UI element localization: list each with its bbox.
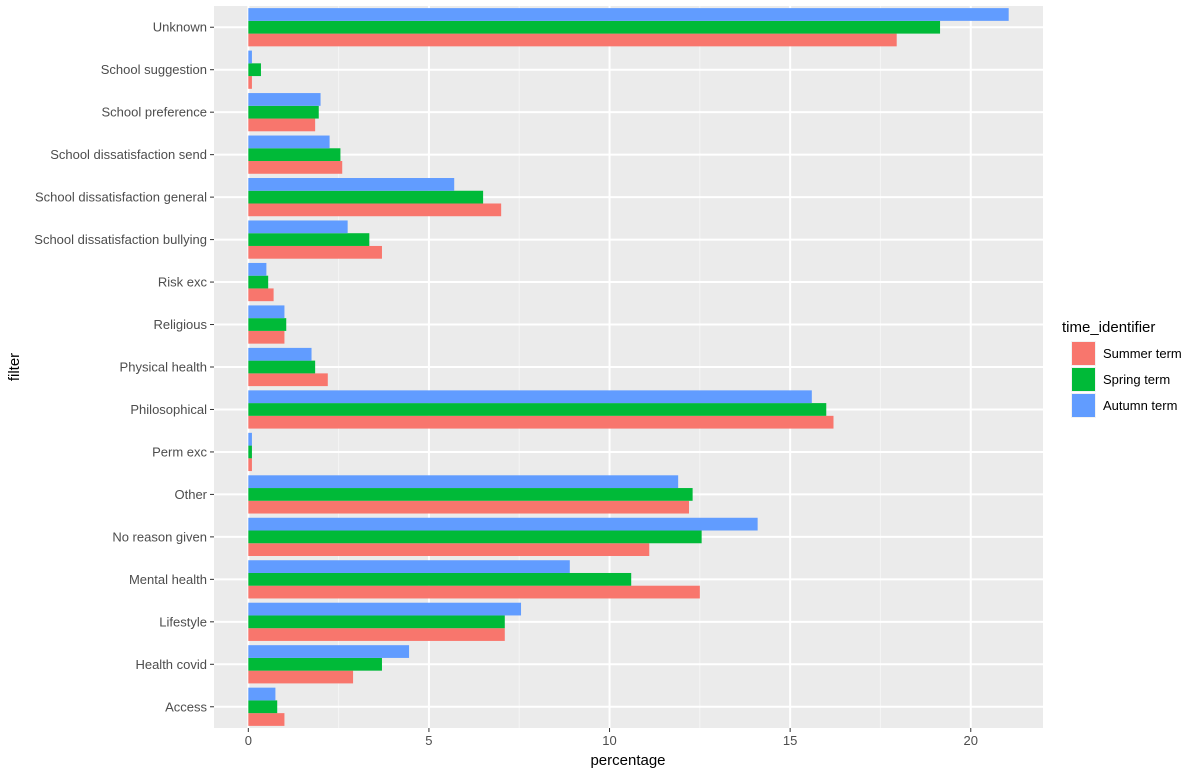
bar [248, 20, 941, 34]
y-axis: Access Health covid Lifestyle Mental health… [34, 20, 214, 714]
bar [248, 178, 455, 191]
y-tick-label: School dissatisfaction bullying [34, 232, 207, 247]
legend-label: Autumn term [1103, 398, 1177, 413]
y-tick-label: Religious [154, 317, 208, 332]
legend-swatch [1072, 394, 1095, 417]
bar [248, 560, 570, 573]
x-tick-label: 0 [245, 733, 252, 748]
bar [248, 305, 285, 319]
bar [248, 657, 382, 671]
bar [248, 390, 812, 404]
bars [248, 8, 1009, 726]
bar [248, 347, 312, 361]
bar [248, 687, 276, 701]
legend-label: Summer term [1103, 346, 1182, 361]
bar [248, 373, 328, 387]
y-tick-label: Philosophical [130, 402, 207, 417]
bar [248, 645, 410, 658]
bar [248, 76, 252, 89]
bar [248, 572, 632, 586]
bar [248, 262, 267, 276]
x-axis-title: percentage [590, 752, 665, 769]
bar [248, 318, 287, 331]
legend-swatch [1072, 368, 1095, 391]
bar [248, 628, 505, 641]
y-tick-label: Mental health [129, 572, 207, 587]
bar [248, 615, 505, 629]
bar [248, 700, 278, 714]
y-tick-label: School preference [101, 105, 207, 120]
bar [248, 517, 758, 531]
y-tick-label: Lifestyle [159, 614, 207, 629]
bar [248, 670, 354, 684]
bar [248, 330, 285, 344]
y-tick-label: Risk exc [158, 275, 208, 290]
x-tick-label: 10 [602, 733, 616, 748]
bar [248, 275, 269, 289]
legend: time_identifier Summer term Spring term Au… [1062, 319, 1182, 418]
y-tick-label: Other [174, 487, 207, 502]
bar [248, 475, 679, 489]
y-tick-label: Health covid [135, 657, 207, 672]
bar [248, 488, 693, 501]
x-axis: 0 5 10 15 20 [245, 728, 978, 748]
bar [248, 713, 285, 726]
y-tick-label: School dissatisfaction general [35, 190, 207, 205]
legend-label: Spring term [1103, 372, 1170, 387]
bar [248, 118, 316, 132]
y-tick-label: Access [165, 699, 207, 714]
bar [248, 245, 382, 259]
bar [248, 135, 330, 149]
bar [248, 203, 502, 217]
x-tick-label: 15 [783, 733, 797, 748]
bar [248, 148, 341, 162]
bar [248, 33, 897, 47]
y-tick-label: School dissatisfaction send [50, 147, 207, 162]
bar [248, 220, 348, 234]
bar [248, 360, 316, 374]
y-axis-title: filter [6, 353, 23, 381]
bar [248, 233, 370, 246]
bar [248, 93, 321, 106]
bar [248, 288, 274, 302]
bar [248, 63, 261, 77]
bar [248, 445, 252, 459]
x-tick-label: 20 [964, 733, 978, 748]
x-tick-label: 5 [425, 733, 432, 748]
y-tick-label: Unknown [153, 20, 207, 35]
y-tick-label: Physical health [120, 360, 207, 375]
bar [248, 403, 827, 416]
legend-swatch [1072, 342, 1095, 365]
bar [248, 530, 702, 544]
y-tick-label: School suggestion [101, 62, 207, 77]
bar [248, 602, 522, 616]
bar [248, 105, 319, 119]
bar [248, 8, 1009, 21]
bar [248, 585, 700, 599]
y-tick-label: Perm exc [152, 444, 207, 459]
bar [248, 161, 343, 174]
legend-title: time_identifier [1062, 319, 1155, 336]
bar [248, 190, 484, 204]
bar [248, 50, 252, 64]
bar [248, 458, 252, 472]
bar [248, 415, 834, 429]
y-tick-label: No reason given [112, 529, 207, 544]
bar [248, 432, 252, 446]
bar [248, 500, 690, 514]
bar [248, 543, 650, 556]
